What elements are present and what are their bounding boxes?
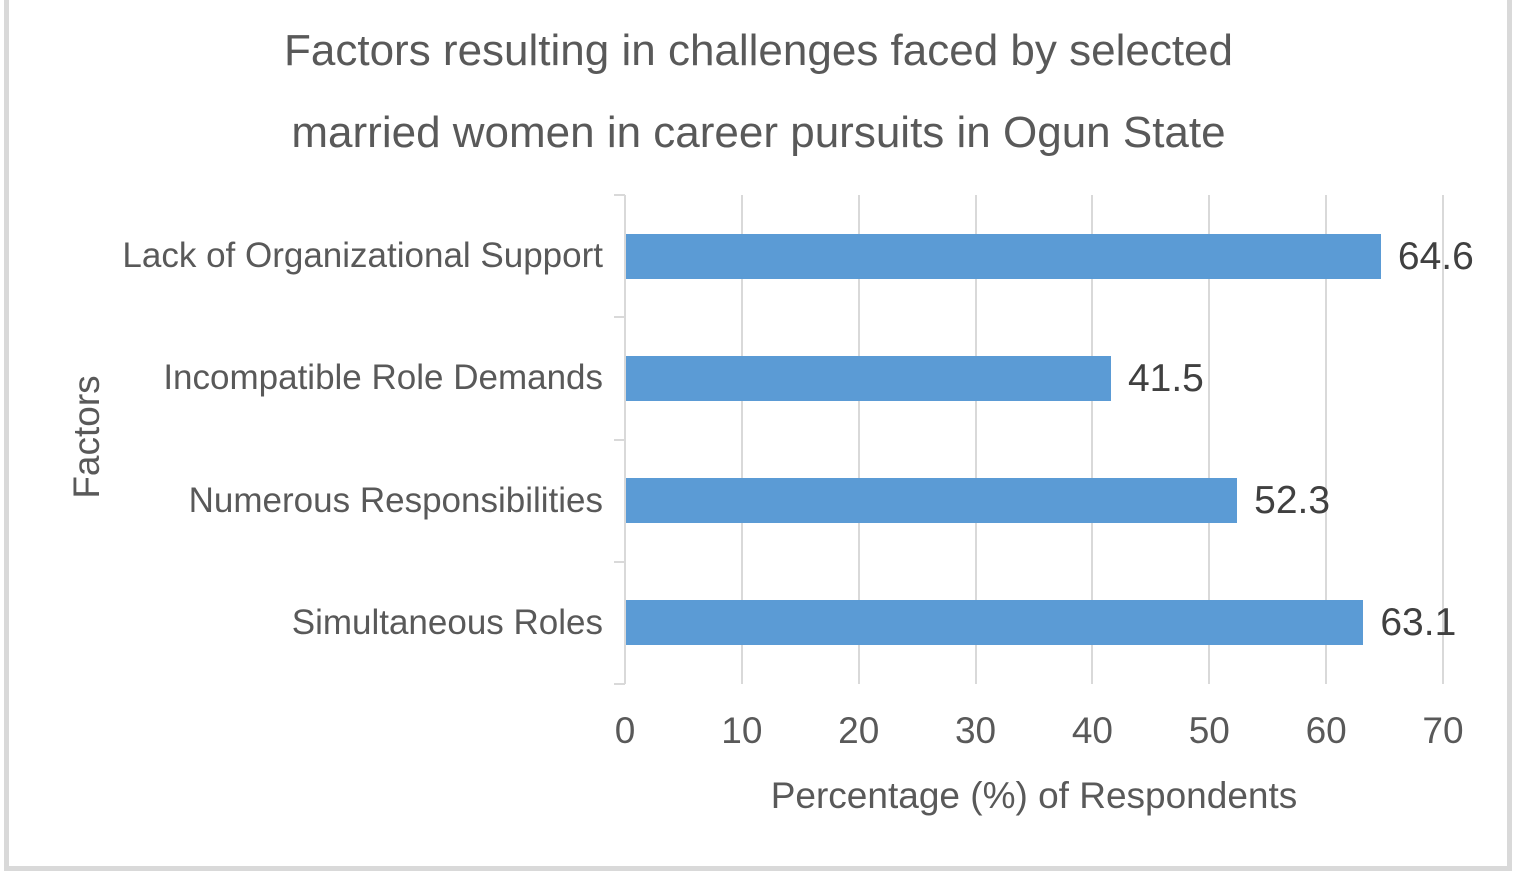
axis-tick xyxy=(614,438,625,441)
x-tick-label: 20 xyxy=(838,710,880,751)
chart-title-line-2: married women in career pursuits in Ogun… xyxy=(291,108,1226,157)
gridline xyxy=(857,195,860,684)
category-axis-line xyxy=(624,195,626,684)
x-tick-label: 10 xyxy=(721,710,763,751)
x-tick-label: 0 xyxy=(614,710,636,751)
bar xyxy=(626,600,1364,646)
data-label: 41.5 xyxy=(1127,356,1204,400)
data-label: 64.6 xyxy=(1397,234,1474,278)
gridline xyxy=(1442,195,1444,684)
chart-title-line-1: Factors resulting in challenges faced by… xyxy=(284,26,1233,75)
gridline xyxy=(1208,195,1211,684)
category-label: Numerous Responsibilities xyxy=(188,480,603,520)
gridline xyxy=(974,195,977,684)
category-label: Simultaneous Roles xyxy=(291,602,603,642)
x-tick-label: 50 xyxy=(1188,710,1230,751)
axis-tick xyxy=(614,194,625,196)
axis-tick xyxy=(614,316,625,319)
data-label: 63.1 xyxy=(1380,601,1457,645)
x-tick-label: 30 xyxy=(954,710,997,751)
data-label: 52.3 xyxy=(1254,479,1331,523)
x-tick-label: 70 xyxy=(1422,710,1464,751)
gridline xyxy=(1091,195,1094,684)
bar xyxy=(626,478,1238,524)
x-axis-title: Percentage (%) of Respondents xyxy=(770,775,1298,816)
category-label: Lack of Organizational Support xyxy=(122,236,603,276)
axis-tick xyxy=(614,683,625,685)
x-tick-label: 60 xyxy=(1305,710,1347,751)
x-tick-label: 40 xyxy=(1071,710,1113,751)
gridline xyxy=(740,195,743,684)
bar xyxy=(626,355,1111,401)
category-label: Incompatible Role Demands xyxy=(163,358,603,398)
gridline xyxy=(1325,195,1328,684)
bar xyxy=(626,233,1381,279)
chart-title: Factors resulting in challenges faced by… xyxy=(0,10,1517,174)
axis-tick xyxy=(614,560,625,563)
